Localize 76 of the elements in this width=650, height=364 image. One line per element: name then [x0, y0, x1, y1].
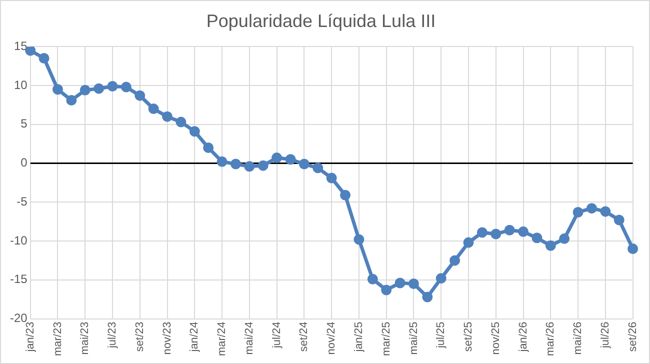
point: [614, 214, 624, 226]
point: [408, 278, 419, 290]
x-tick-label: jul/23: [106, 322, 119, 350]
y-tick-label: -10: [10, 233, 28, 248]
point: [490, 228, 502, 240]
x-tick-label: jan/23: [24, 322, 36, 353]
point: [216, 156, 228, 167]
point: [367, 274, 378, 284]
point: [628, 244, 638, 254]
point: [559, 233, 570, 244]
point: [38, 53, 50, 64]
point: [422, 292, 433, 302]
x-tick-label: jul/26: [599, 322, 612, 350]
point: [504, 224, 515, 236]
x-tick-label: nov/24: [326, 322, 338, 355]
point: [285, 154, 296, 165]
y-tick-label: 15: [14, 38, 28, 53]
y-tick-label: 0: [20, 156, 28, 170]
point: [436, 273, 446, 284]
point: [107, 81, 118, 92]
point: [162, 111, 173, 122]
point: [340, 190, 351, 200]
point: [476, 227, 488, 238]
x-tick-label: nov/25: [490, 322, 502, 355]
point: [66, 95, 77, 106]
point: [244, 161, 255, 172]
point: [52, 84, 63, 95]
point: [120, 82, 132, 92]
point: [545, 240, 556, 251]
x-tick-label: mar/24: [216, 322, 228, 356]
x-tick-label: set/23: [134, 322, 146, 352]
point: [463, 237, 474, 248]
y-tick-label: 10: [14, 78, 28, 92]
x-tick-label: jul/25: [435, 322, 448, 350]
x-tick-label: mai/23: [79, 322, 92, 355]
point: [586, 203, 597, 214]
x-tick-label: mar/23: [52, 322, 64, 356]
y-tick-label: -15: [10, 272, 28, 286]
point: [189, 126, 200, 137]
point: [148, 104, 159, 114]
point: [258, 160, 268, 171]
point: [312, 162, 324, 174]
point: [25, 46, 36, 56]
point: [203, 142, 214, 153]
point: [532, 232, 542, 244]
point: [450, 255, 460, 266]
x-tick-label: mar/25: [380, 322, 392, 356]
x-tick-label: jan/24: [188, 322, 201, 353]
point: [600, 206, 611, 217]
point: [394, 278, 406, 288]
point: [381, 284, 392, 296]
point: [326, 172, 337, 184]
point: [298, 158, 310, 170]
x-tick-label: mai/25: [408, 322, 420, 355]
point: [354, 234, 364, 245]
y-tick-label: 5: [20, 116, 28, 131]
x-tick-label: mar/26: [544, 322, 557, 356]
x-tick-label: jan/25: [352, 322, 365, 353]
x-tick-label: nov/23: [161, 322, 174, 355]
point: [230, 158, 241, 170]
point: [518, 226, 529, 237]
point: [80, 84, 90, 96]
point: [176, 116, 186, 128]
x-tick-label: jul/24: [270, 322, 283, 350]
x-tick-label: mai/26: [572, 322, 584, 355]
point: [272, 152, 282, 164]
point: [134, 90, 146, 101]
x-tick-label: set/25: [462, 322, 475, 352]
point: [572, 206, 584, 218]
x-tick-label: jan/26: [517, 322, 530, 353]
y-tick-label: -5: [16, 194, 28, 208]
x-tick-label: set/26: [626, 322, 639, 352]
chart-title: Popularidade Líquida Lula III: [206, 10, 436, 31]
x-tick-label: set/24: [298, 322, 310, 352]
point: [94, 83, 104, 94]
x-tick-label: mai/24: [243, 322, 256, 355]
